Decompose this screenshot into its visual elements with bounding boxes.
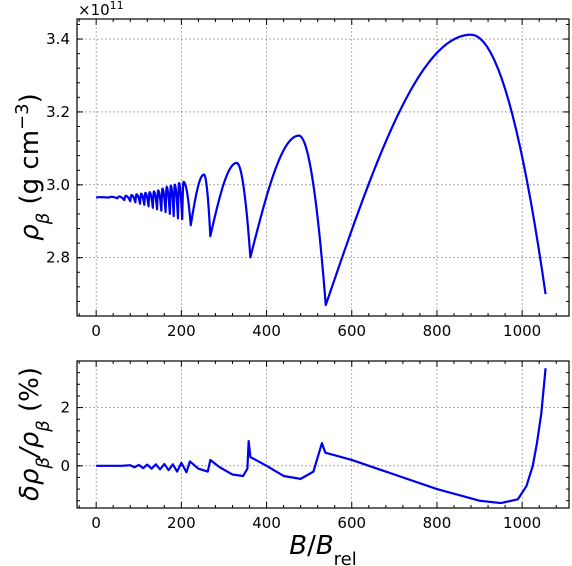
top-x-tick-label: 800 bbox=[423, 322, 452, 340]
top-grid bbox=[77, 19, 569, 316]
bottom-x-tick-label: 600 bbox=[337, 514, 366, 532]
bottom-y-axis-label: δρβ/ρβ (%) bbox=[15, 367, 54, 501]
bottom-grid bbox=[77, 361, 569, 508]
top-plot-frame bbox=[76, 18, 570, 317]
bottom-y-tick-label: 2 bbox=[60, 399, 70, 417]
top-x-tick-label: 200 bbox=[167, 322, 196, 340]
top-series bbox=[95, 33, 547, 307]
top-tick-labels: 0 200 400 600 800 1000 2.8 3.0 3.2 3.4 bbox=[46, 30, 541, 340]
top-x-tick-label: 400 bbox=[252, 322, 281, 340]
top-x-tick-label: 1000 bbox=[503, 322, 541, 340]
top-offset-text: ×1011 bbox=[78, 0, 124, 19]
top-y-tick-label: 2.8 bbox=[46, 249, 70, 267]
bottom-x-tick-label: 0 bbox=[91, 514, 101, 532]
bottom-series-line bbox=[96, 368, 547, 505]
bottom-x-tick-label: 400 bbox=[252, 514, 281, 532]
top-y-axis-label: ρβ (g cm−3) bbox=[12, 93, 54, 241]
bottom-tick-labels: 0 200 400 600 800 1000 0 2 bbox=[60, 399, 541, 532]
top-density-panel: 0 200 400 600 800 1000 2.8 3.0 3.2 3.4 ×1011 ρβ (… bbox=[12, 0, 570, 340]
top-x-tick-label: 600 bbox=[337, 322, 366, 340]
bottom-x-tick-label: 800 bbox=[423, 514, 452, 532]
bottom-series bbox=[96, 368, 547, 505]
bottom-x-tick-label: 1000 bbox=[503, 514, 541, 532]
top-y-tick-label: 3.4 bbox=[46, 30, 70, 48]
top-y-tick-label: 3.0 bbox=[46, 176, 70, 194]
bottom-relative-change-panel: 0 200 400 600 800 1000 0 2 δρβ/ρβ (%) B/Brel bbox=[15, 360, 570, 566]
top-x-tick-label: 0 bbox=[91, 322, 101, 340]
x-axis-label: B/Brel bbox=[289, 531, 357, 566]
bottom-plot-frame bbox=[76, 360, 570, 509]
top-y-tick-label: 3.2 bbox=[46, 103, 70, 121]
top-series-line bbox=[95, 33, 547, 307]
bottom-ticks bbox=[77, 360, 569, 508]
bottom-y-tick-label: 0 bbox=[60, 457, 70, 475]
bottom-x-tick-label: 200 bbox=[167, 514, 196, 532]
